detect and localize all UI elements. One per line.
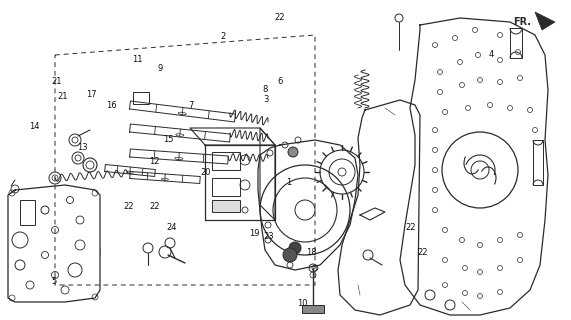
Text: 23: 23 xyxy=(263,232,274,241)
Text: 2: 2 xyxy=(220,32,226,41)
Text: 10: 10 xyxy=(297,300,308,308)
Bar xyxy=(212,200,240,212)
Text: 8: 8 xyxy=(263,85,268,94)
Polygon shape xyxy=(535,12,555,30)
Text: 22: 22 xyxy=(275,13,285,22)
Text: 7: 7 xyxy=(188,101,194,110)
Text: 11: 11 xyxy=(132,55,142,64)
Text: 19: 19 xyxy=(249,229,259,238)
Text: 21: 21 xyxy=(58,92,68,100)
Text: FR.: FR. xyxy=(513,17,531,27)
Text: 22: 22 xyxy=(406,223,416,232)
Text: 22: 22 xyxy=(149,202,159,211)
Bar xyxy=(302,305,324,313)
Text: 13: 13 xyxy=(78,143,88,152)
Text: 9: 9 xyxy=(157,64,163,73)
Text: 1: 1 xyxy=(286,178,291,187)
Text: 21: 21 xyxy=(52,77,62,86)
Text: 22: 22 xyxy=(417,248,428,257)
Text: 6: 6 xyxy=(277,77,283,86)
Text: 14: 14 xyxy=(29,122,39,131)
Circle shape xyxy=(283,248,297,262)
Text: 5: 5 xyxy=(51,277,57,286)
Text: 15: 15 xyxy=(163,135,174,144)
Circle shape xyxy=(288,147,298,157)
Bar xyxy=(20,200,35,225)
Text: 20: 20 xyxy=(200,168,211,177)
Bar xyxy=(510,28,522,58)
Bar xyxy=(533,140,543,185)
Text: 3: 3 xyxy=(263,95,268,104)
Bar xyxy=(212,178,240,196)
Text: 17: 17 xyxy=(86,90,96,99)
Text: 16: 16 xyxy=(106,101,116,110)
Text: 4: 4 xyxy=(488,50,494,59)
Text: 18: 18 xyxy=(306,248,316,257)
Circle shape xyxy=(289,242,301,254)
Bar xyxy=(133,92,149,104)
Text: 22: 22 xyxy=(123,202,134,211)
Bar xyxy=(212,152,240,170)
Text: 24: 24 xyxy=(166,223,176,232)
Text: 12: 12 xyxy=(149,157,159,166)
